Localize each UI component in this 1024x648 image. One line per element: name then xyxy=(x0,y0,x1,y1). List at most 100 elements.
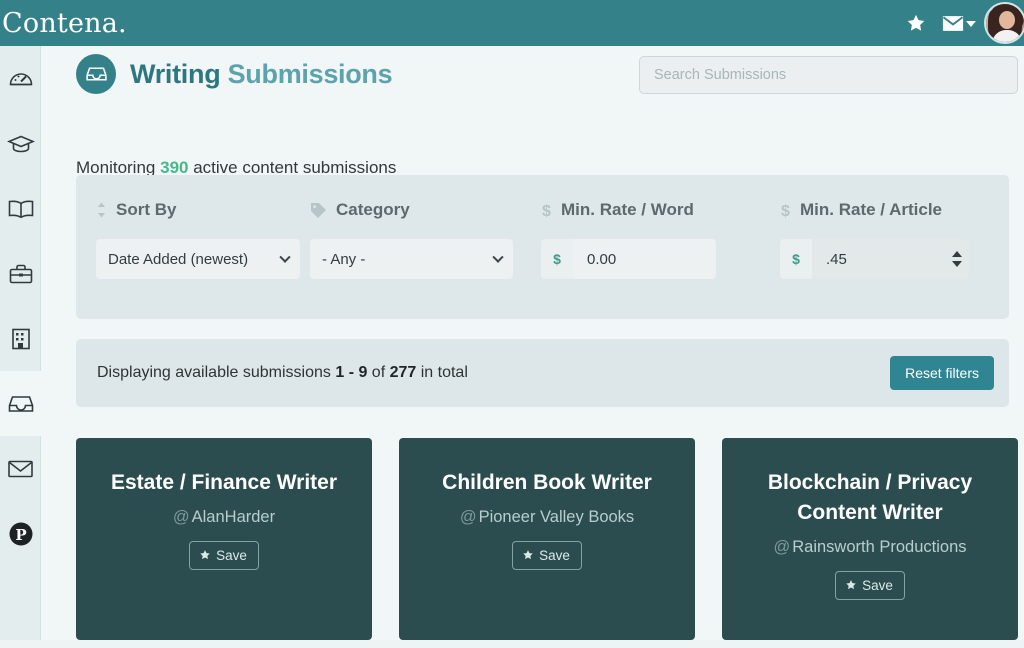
page-logo-icon xyxy=(76,54,116,94)
filter-panel: Sort By Date Added (newest) Category xyxy=(76,175,1009,319)
card-client-name: AlanHarder xyxy=(191,507,276,526)
star-icon xyxy=(845,579,857,591)
card-client-name: Pioneer Valley Books xyxy=(478,507,635,526)
monitoring-suffix: active content submissions xyxy=(188,158,397,177)
save-button-label: Save xyxy=(862,577,893,593)
card-client-name: Rainsworth Productions xyxy=(792,537,967,556)
envelope-icon[interactable] xyxy=(936,0,970,46)
svg-text:$: $ xyxy=(781,203,790,219)
card-client: @ Pioneer Valley Books xyxy=(399,508,695,527)
sidebar-item-library[interactable] xyxy=(0,176,41,241)
submission-card[interactable]: Blockchain / Privacy Content Writer @ Rai… xyxy=(722,438,1018,640)
save-button[interactable]: Save xyxy=(189,540,259,570)
submission-card-grid: Estate / Finance Writer @ AlanHarder Save… xyxy=(76,438,1024,648)
envelope-icon xyxy=(7,458,34,479)
star-icon xyxy=(199,549,211,561)
filter-min-rate-article: $ Min. Rate / Article $ xyxy=(780,175,1009,319)
filter-sort-by-label: Sort By xyxy=(116,200,177,219)
monitoring-prefix: Monitoring xyxy=(76,158,161,177)
filter-sort-by: Sort By Date Added (newest) xyxy=(76,175,310,319)
results-summary-text: Displaying available submissions 1 - 9 o… xyxy=(97,364,468,382)
stepper-down-icon[interactable] xyxy=(952,261,962,267)
monitoring-summary: Monitoring 390 active content submission… xyxy=(76,158,396,178)
dollar-addon-icon: $ xyxy=(541,239,573,279)
svg-text:P: P xyxy=(15,526,26,544)
save-button-label: Save xyxy=(539,547,570,563)
monitoring-count: 390 xyxy=(160,158,189,177)
results-total: 277 xyxy=(389,364,417,381)
min-rate-word-group: $ xyxy=(541,239,780,279)
page-header: Writing Submissions xyxy=(76,54,393,94)
page-title-part1: Writing xyxy=(130,58,228,89)
open-book-icon xyxy=(7,198,35,220)
sidebar-item-jobs[interactable] xyxy=(0,241,41,306)
main-content: Writing Submissions Monitoring 390 activ… xyxy=(41,46,1024,640)
min-rate-word-input[interactable] xyxy=(573,239,716,279)
category-select[interactable]: - Any - xyxy=(310,239,513,279)
search-input[interactable] xyxy=(639,56,1018,94)
card-client: @ Rainsworth Productions xyxy=(722,538,1018,557)
reset-filters-button[interactable]: Reset filters xyxy=(890,356,994,390)
brand-logo[interactable]: Contena. xyxy=(2,7,127,39)
sort-by-select[interactable]: Date Added (newest) xyxy=(96,239,300,279)
top-bar: Contena. xyxy=(0,0,1024,46)
results-suffix: in total xyxy=(416,364,468,381)
graduation-cap-icon xyxy=(6,133,35,155)
save-button[interactable]: Save xyxy=(835,570,905,600)
filter-min-rate-word-label: Min. Rate / Word xyxy=(561,200,694,219)
filter-category-label-row: Category xyxy=(310,200,541,220)
submission-card[interactable]: Children Book Writer @ Pioneer Valley Boo… xyxy=(399,438,695,640)
filter-sort-by-label-row: Sort By xyxy=(96,200,310,220)
min-rate-article-input[interactable] xyxy=(812,239,947,279)
page-title-part2: Submissions xyxy=(227,58,393,89)
filter-min-rate-word: $ Min. Rate / Word $ xyxy=(541,175,780,319)
sidebar-item-courses[interactable] xyxy=(0,111,41,176)
sort-arrows-icon xyxy=(96,202,107,218)
save-button[interactable]: Save xyxy=(512,540,582,570)
at-icon: @ xyxy=(459,507,477,526)
star-icon xyxy=(522,549,534,561)
dollar-addon-icon: $ xyxy=(780,239,812,279)
save-button-label: Save xyxy=(216,547,247,563)
card-title: Blockchain / Privacy Content Writer xyxy=(767,471,973,524)
sidebar-item-dashboard[interactable] xyxy=(0,46,41,111)
sidebar: P xyxy=(0,46,41,640)
category-select-wrap: - Any - xyxy=(310,239,513,279)
top-bar-actions xyxy=(896,0,1024,46)
number-stepper[interactable] xyxy=(945,239,969,279)
sidebar-item-submissions[interactable] xyxy=(0,371,41,436)
sidebar-item-messages[interactable] xyxy=(0,436,41,501)
sidebar-item-companies[interactable] xyxy=(0,306,41,371)
results-range: 1 - 9 xyxy=(335,364,368,381)
inbox-tray-icon xyxy=(7,393,35,415)
filter-category: Category - Any - xyxy=(310,175,541,319)
sidebar-item-pinterest[interactable]: P xyxy=(0,501,41,566)
dollar-icon: $ xyxy=(780,202,791,219)
tag-icon xyxy=(310,202,327,218)
results-summary-bar: Displaying available submissions 1 - 9 o… xyxy=(76,339,1009,407)
building-icon xyxy=(10,327,32,351)
results-middle: of xyxy=(367,364,390,381)
dollar-icon: $ xyxy=(541,202,552,219)
at-icon: @ xyxy=(172,507,190,526)
stepper-up-icon[interactable] xyxy=(952,251,962,257)
star-icon[interactable] xyxy=(896,0,936,46)
card-title: Estate / Finance Writer xyxy=(110,471,338,494)
sort-by-select-wrap: Date Added (newest) xyxy=(96,239,300,279)
filter-min-rate-word-label-row: $ Min. Rate / Word xyxy=(541,200,780,220)
card-client: @ AlanHarder xyxy=(76,508,372,527)
pinterest-p-icon: P xyxy=(8,521,34,547)
submission-card[interactable]: Estate / Finance Writer @ AlanHarder Save xyxy=(76,438,372,640)
at-icon: @ xyxy=(773,537,791,556)
card-title: Children Book Writer xyxy=(442,471,652,494)
chevron-down-icon[interactable] xyxy=(966,21,976,27)
gauge-icon xyxy=(8,66,34,92)
filter-category-label: Category xyxy=(336,200,410,219)
filter-min-rate-article-label: Min. Rate / Article xyxy=(800,200,943,219)
filter-min-rate-article-label-row: $ Min. Rate / Article xyxy=(780,200,1009,220)
avatar[interactable] xyxy=(984,2,1024,44)
page-title: Writing Submissions xyxy=(130,58,393,90)
results-prefix: Displaying available submissions xyxy=(97,364,336,381)
svg-text:$: $ xyxy=(542,203,551,219)
briefcase-icon xyxy=(8,262,34,286)
